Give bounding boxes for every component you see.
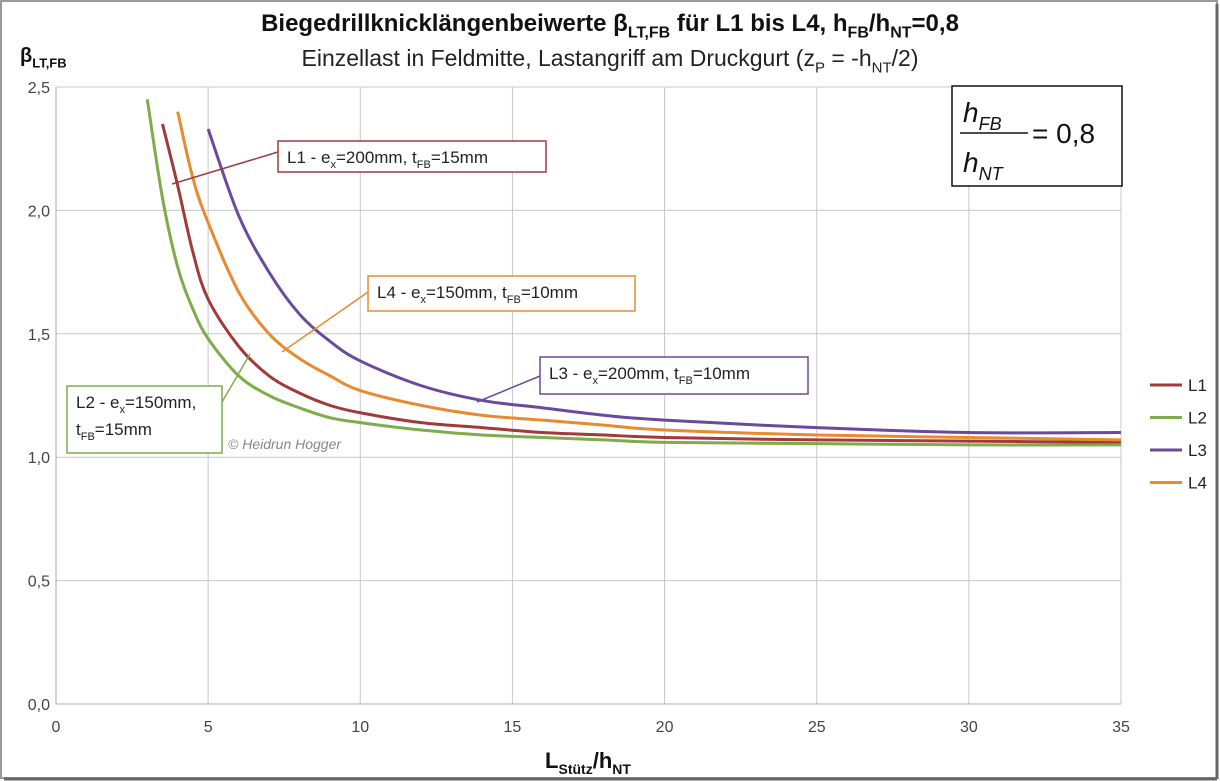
text-run: L1 - e <box>287 148 330 167</box>
x-tick-label: 15 <box>504 719 522 736</box>
x-axis-label: LStütz/hNT <box>545 748 631 777</box>
formula-box <box>951 85 1123 187</box>
y-tick-label: 0,5 <box>28 574 50 591</box>
legend-label: L2 <box>1188 409 1207 428</box>
legend-label: L1 <box>1188 376 1207 395</box>
chart-title: Biegedrillknicklängenbeiwerte βLT,FB für… <box>261 10 959 42</box>
text-run: /2) <box>892 45 919 71</box>
y-tick-label: 0,0 <box>28 697 50 714</box>
x-tick-label: 35 <box>1112 719 1130 736</box>
annotation-text: L1 - ex=200mm, tFB=15mm <box>287 148 488 171</box>
text-run: NT <box>979 164 1005 184</box>
text-run: =200mm, t <box>598 364 679 383</box>
text-run: Biegedrillknicklängenbeiwerte β <box>261 10 628 37</box>
text-run: h <box>963 147 979 178</box>
text-run: für L1 bis L4, h <box>670 10 847 37</box>
text-run: FB <box>679 375 693 387</box>
chart-subtitle: Einzellast in Feldmitte, Lastangriff am … <box>302 45 919 76</box>
text-run: = -h <box>825 45 872 71</box>
text-run: FB <box>979 114 1002 134</box>
text-run: /h <box>869 10 890 37</box>
y-tick-label: 1,5 <box>28 327 50 344</box>
text-run: =10mm <box>521 283 578 302</box>
text-run: =15mm <box>431 148 488 167</box>
text-run: t <box>76 420 81 439</box>
text-run: P <box>815 59 825 76</box>
x-tick-label: 20 <box>656 719 674 736</box>
text-run: =200mm, t <box>336 148 417 167</box>
legend-label: L4 <box>1188 474 1207 493</box>
copyright: © Heidrun Hogger <box>228 436 342 452</box>
text-run: L <box>545 748 558 773</box>
annotation-leader <box>476 375 541 403</box>
series-line <box>145 99 1122 447</box>
y-tick-label: 2,5 <box>28 80 50 97</box>
text-run: L3 - e <box>549 364 592 383</box>
x-tick-label: 25 <box>808 719 826 736</box>
formula-numerator: hFB <box>963 97 1002 134</box>
text-run: NT <box>872 59 892 76</box>
x-tick-label: 30 <box>960 719 978 736</box>
formula-denominator: hNT <box>963 147 1005 184</box>
text-run: x <box>420 294 426 306</box>
y-axis-label: βLT,FB <box>20 45 67 71</box>
text-run: =0,8 <box>912 10 959 37</box>
formula-rhs: = 0,8 <box>1032 118 1095 149</box>
y-tick-label: 1,0 <box>28 450 50 467</box>
annotation-box <box>539 356 809 395</box>
annotation-text: L3 - ex=200mm, tFB=10mm <box>549 364 750 387</box>
text-run: =15mm <box>95 420 152 439</box>
annotation-box <box>277 140 547 173</box>
text-run: =10mm <box>693 364 750 383</box>
text-run: h <box>963 97 979 128</box>
text-run: LT,FB <box>628 25 670 42</box>
annotation-leader <box>171 151 279 185</box>
x-tick-label: 10 <box>351 719 369 736</box>
text-run: FB <box>507 294 521 306</box>
x-tick-label: 5 <box>204 719 213 736</box>
text-run: FB <box>417 159 431 171</box>
text-run: =150mm, t <box>426 283 507 302</box>
text-run: L2 - e <box>76 393 119 412</box>
text-run: x <box>119 404 125 416</box>
plot-lines <box>145 99 1122 447</box>
annotation-text: L4 - ex=150mm, tFB=10mm <box>377 283 578 306</box>
text-run: Einzellast in Feldmitte, Lastangriff am … <box>302 45 815 71</box>
annotation-box <box>66 385 223 454</box>
text-run: LT,FB <box>32 56 66 71</box>
text-run: NT <box>890 25 912 42</box>
text-run: x <box>330 159 336 171</box>
annotation-text: tFB=15mm <box>76 420 152 443</box>
text-run: /h <box>593 748 613 773</box>
text-run: Stütz <box>559 761 593 777</box>
legend-label: L3 <box>1188 441 1207 460</box>
text-run: β <box>20 45 32 67</box>
y-tick-label: 2,0 <box>28 203 50 220</box>
text-run: FB <box>81 431 95 443</box>
text-run: FB <box>848 25 869 42</box>
text-run: L4 - e <box>377 283 420 302</box>
annotation-leader <box>281 291 369 353</box>
text-run: x <box>592 375 598 387</box>
annotation-text: L2 - ex=150mm, <box>76 393 196 416</box>
x-tick-label: 0 <box>52 719 61 736</box>
annotation-box <box>367 275 636 312</box>
series-line <box>161 123 1122 444</box>
series-line <box>176 111 1122 442</box>
annotation-leader <box>221 353 251 403</box>
text-run: =150mm, <box>125 393 196 412</box>
text-run: NT <box>612 761 631 777</box>
